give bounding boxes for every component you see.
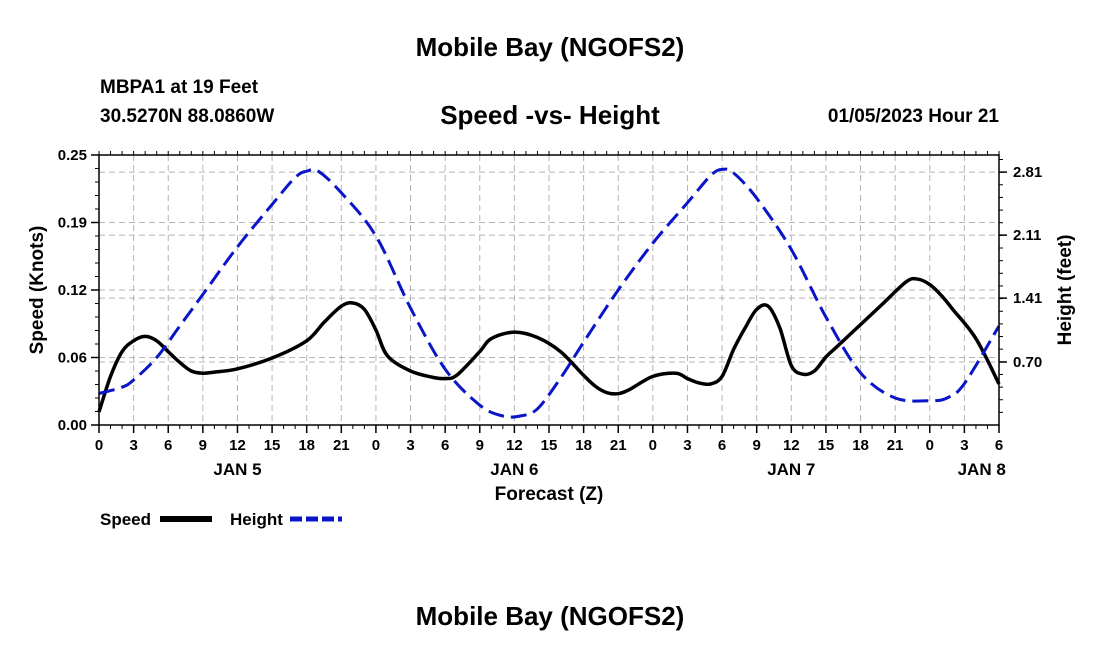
y2-tick-label: 2.81 <box>1013 164 1042 181</box>
x-tick-label: 18 <box>852 437 869 454</box>
y2-tick-label: 0.70 <box>1013 354 1042 371</box>
y2-tick-label: 2.11 <box>1013 227 1041 244</box>
x-tick-label: 0 <box>926 437 934 454</box>
day-label: JAN 6 <box>490 460 538 479</box>
x-tick-label: 12 <box>783 437 800 454</box>
x-tick-label: 9 <box>199 437 207 454</box>
axis-labels: Forecast (Z) Speed (Knots) Height (feet) <box>27 226 1076 505</box>
plot-frame <box>98 154 1000 426</box>
x-tick-label: 6 <box>718 437 726 454</box>
axis-ticks: 0 3 6 9 12 15 18 21 0 3 6 9 12 15 18 21 0 3 6 9 12 15 18 21 0 3 6 J… <box>58 147 1042 479</box>
x-tick-label: 18 <box>575 437 592 454</box>
station-coordinates: 30.5270N 88.0860W <box>100 106 275 127</box>
page-title: Mobile Bay (NGOFS2) <box>415 32 685 62</box>
y-tick-label: 0.12 <box>58 282 87 299</box>
day-label: JAN 5 <box>213 460 261 479</box>
day-label: JAN 8 <box>958 460 1006 479</box>
x-tick-label: 15 <box>541 437 558 454</box>
series-lines <box>97 167 1001 419</box>
x-tick-label: 9 <box>476 437 484 454</box>
x-tick-label: 21 <box>333 437 350 454</box>
x-tick-label: 0 <box>649 437 657 454</box>
x-tick-label: 0 <box>372 437 380 454</box>
day-label: JAN 7 <box>767 460 815 479</box>
x-tick-label: 12 <box>229 437 246 454</box>
station-name: MBPA1 at 19 Feet <box>100 77 259 98</box>
y-axis-label: Speed (Knots) <box>27 226 48 355</box>
x-tick-label: 6 <box>164 437 172 454</box>
chart-title: Speed -vs- Height <box>440 100 660 130</box>
x-tick-label: 18 <box>298 437 315 454</box>
legend-height-label: Height <box>230 510 283 529</box>
y2-tick-label: 1.41 <box>1013 290 1042 307</box>
x-tick-label: 6 <box>995 437 1003 454</box>
speed-series-line <box>97 276 1001 413</box>
legend-speed-label: Speed <box>100 510 151 529</box>
x-tick-label: 9 <box>753 437 761 454</box>
x-tick-label: 6 <box>441 437 449 454</box>
x-axis-label: Forecast (Z) <box>495 484 604 505</box>
legend: Speed Height <box>100 510 342 529</box>
y-tick-label: 0.06 <box>58 350 87 367</box>
x-tick-label: 3 <box>129 437 137 454</box>
footer-title: Mobile Bay (NGOFS2) <box>415 601 685 631</box>
x-tick-label: 15 <box>264 437 281 454</box>
y-tick-label: 0.25 <box>58 147 87 164</box>
x-tick-label: 3 <box>406 437 414 454</box>
height-series-line <box>98 167 1001 419</box>
x-tick-label: 0 <box>95 437 103 454</box>
x-tick-label: 21 <box>887 437 904 454</box>
x-tick-label: 3 <box>683 437 691 454</box>
grid-lines <box>98 155 1000 425</box>
y-tick-label: 0.19 <box>58 215 87 232</box>
forecast-date: 01/05/2023 Hour 21 <box>827 106 999 127</box>
x-tick-label: 12 <box>506 437 523 454</box>
x-tick-label: 15 <box>818 437 835 454</box>
x-tick-label: 21 <box>610 437 627 454</box>
y-tick-label: 0.00 <box>58 417 87 434</box>
y2-axis-label: Height (feet) <box>1055 235 1076 346</box>
x-tick-label: 3 <box>960 437 968 454</box>
